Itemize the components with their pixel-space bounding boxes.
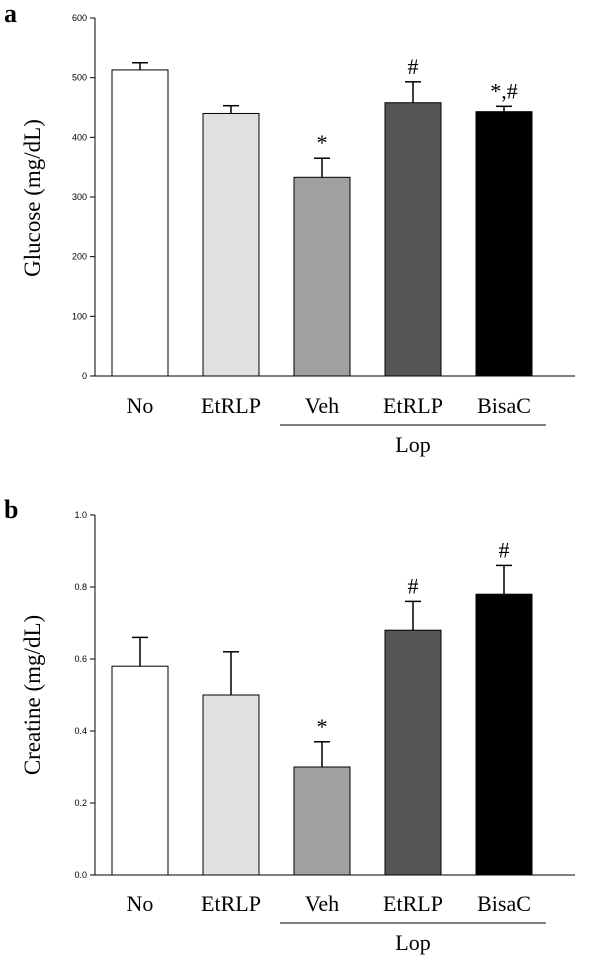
bar: [384, 629, 442, 876]
bar: [293, 176, 351, 377]
significance-marker: *: [317, 130, 328, 155]
y-tick-label: 400: [72, 132, 87, 142]
significance-marker: *: [317, 714, 328, 739]
bar: [111, 665, 169, 876]
y-tick-label: 500: [72, 73, 87, 83]
bar-series: * # *,#: [111, 54, 533, 377]
x-category-label: EtRLP: [201, 393, 261, 418]
y-tick-label: 1.0: [74, 510, 87, 520]
y-axis-label-glucose: Glucose (mg/dL): [20, 119, 45, 277]
y-tick-label: 600: [72, 13, 87, 23]
x-category-label: No: [127, 393, 154, 418]
x-category-label: BisaC: [477, 891, 531, 916]
bar-series: * # #: [111, 537, 533, 876]
significance-marker: #: [408, 573, 419, 598]
bar: [293, 766, 351, 876]
x-category-label: Veh: [305, 393, 339, 418]
x-category-label: EtRLP: [201, 891, 261, 916]
group-label-lop: Lop: [395, 432, 430, 457]
panel-letter-b: b: [4, 495, 18, 524]
y-tick-label: 0.2: [74, 798, 87, 808]
y-tick-label: 0.6: [74, 654, 87, 664]
y-tick-label: 0: [82, 371, 87, 381]
significance-marker: #: [408, 54, 419, 79]
bar: [111, 69, 169, 377]
y-tick-label: 0.8: [74, 582, 87, 592]
significance-marker: *,#: [490, 78, 518, 103]
x-axis-category-labels: No EtRLP Veh EtRLP BisaC: [127, 393, 531, 418]
panel-letter-a: a: [4, 0, 17, 28]
group-label-lop: Lop: [395, 930, 430, 955]
bar: [475, 593, 533, 876]
bar: [384, 102, 442, 377]
x-category-label: EtRLP: [383, 891, 443, 916]
y-tick-label: 0.0: [74, 870, 87, 880]
y-axis-label-creatine: Creatine (mg/dL): [20, 615, 45, 775]
panel-b-creatine-chart: b Creatine (mg/dL) 0.0 0.2 0.4 0.6 0.8 1.0 * #…: [4, 495, 575, 955]
panel-a-glucose-chart: a Glucose (mg/dL) 0 100 200 300 400 500 600 * #…: [4, 0, 575, 457]
y-tick-label: 0.4: [74, 726, 87, 736]
bar: [202, 112, 260, 377]
y-tick-label: 300: [72, 192, 87, 202]
bar: [202, 694, 260, 876]
y-tick-label: 200: [72, 252, 87, 262]
y-tick-label: 100: [72, 311, 87, 321]
x-category-label: No: [127, 891, 154, 916]
x-category-label: EtRLP: [383, 393, 443, 418]
x-category-label: Veh: [305, 891, 339, 916]
x-axis-category-labels: No EtRLP Veh EtRLP BisaC: [127, 891, 531, 916]
bar: [475, 111, 533, 377]
x-category-label: BisaC: [477, 393, 531, 418]
significance-marker: #: [499, 537, 510, 562]
